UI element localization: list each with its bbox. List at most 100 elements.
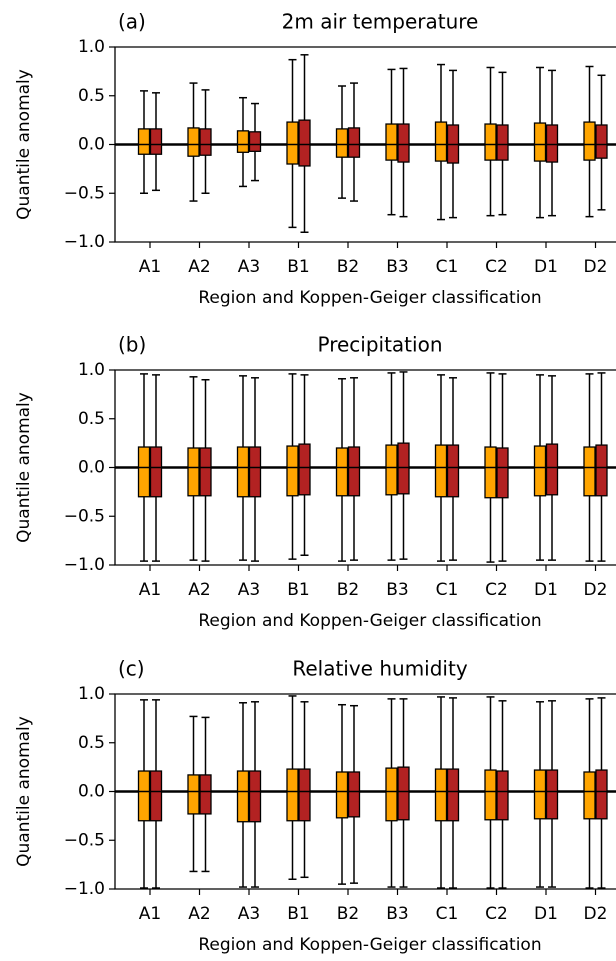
box [236,446,250,498]
y-tick-label: 1.0 [78,360,105,380]
box [397,442,410,495]
axes-frame [114,369,616,566]
box [446,768,460,822]
y-tick-label: 0.0 [78,458,105,478]
box [434,768,448,822]
x-tick-label: B1 [287,257,309,277]
box [286,768,299,822]
box [533,445,547,497]
box [533,122,547,162]
y-tick-label: −1.0 [64,879,105,899]
box [496,124,509,161]
y-tick-label: 0.5 [78,409,105,429]
x-tick-label: A2 [188,257,210,277]
x-tick-label: A2 [188,904,210,924]
panel: (a) 2m air temperature Quantile anomaly Reg… [14,10,616,308]
box [149,128,163,155]
box [199,774,212,815]
box [236,130,250,153]
box [583,121,596,161]
x-tick-label: D1 [534,257,558,277]
box [385,123,398,161]
axes-frame [114,693,616,890]
y-tick-label: 1.0 [78,684,105,704]
panel-label: (c) [118,657,145,681]
box [187,447,200,497]
box [347,127,361,158]
panel: (c) Relative humidity Quantile anomaly Regi… [14,657,616,955]
y-tick-label: −1.0 [64,555,105,575]
x-tick-label: A1 [139,904,161,924]
box [385,444,398,496]
box [248,770,262,823]
box [397,123,410,163]
x-tick-label: C2 [485,904,508,924]
box [199,447,212,497]
box [187,127,200,157]
x-tick-label: D2 [584,580,608,600]
x-tick-label: D2 [584,257,608,277]
box [248,131,262,152]
box [298,768,311,822]
box [434,444,448,498]
x-tick-label: A3 [238,904,260,924]
x-tick-label: C1 [436,580,459,600]
x-axis-label: Region and Koppen-Geiger classification [198,611,541,631]
box [236,770,250,823]
box [286,445,299,497]
box [397,766,410,821]
box [298,119,311,167]
y-tick-label: −0.5 [64,830,105,850]
x-tick-label: B2 [337,580,359,600]
x-tick-label: D2 [584,904,608,924]
y-tick-label: 1.0 [78,37,105,57]
panel-label: (a) [118,10,146,34]
box [347,771,361,818]
box [545,769,559,820]
panel: (b) Precipitation Quantile anomaly Region a… [14,333,616,631]
box [137,128,151,155]
box [484,769,497,821]
panel-title: Relative humidity [292,657,467,681]
box [347,446,361,497]
x-tick-label: D1 [534,904,558,924]
box [545,443,559,496]
box [137,446,151,498]
y-axis-label: Quantile anomaly [14,392,34,543]
box [298,443,311,496]
y-tick-label: −0.5 [64,183,105,203]
box [286,121,299,165]
box [434,121,448,162]
box [335,447,349,497]
x-tick-label: B1 [287,580,309,600]
panel-label: (b) [118,333,146,357]
box [248,446,262,498]
y-tick-label: 0.0 [78,135,105,155]
x-tick-label: C1 [436,257,459,277]
y-tick-label: −0.5 [64,506,105,526]
x-tick-label: B3 [386,904,408,924]
y-tick-label: 0.5 [78,733,105,753]
x-tick-label: B3 [386,580,408,600]
axes-frame [114,46,616,243]
x-axis-label: Region and Koppen-Geiger classification [198,288,541,308]
box [484,446,497,499]
x-tick-label: B1 [287,904,309,924]
panel-title: 2m air temperature [282,10,479,34]
box [595,124,608,159]
x-tick-label: A2 [188,580,210,600]
x-tick-label: B2 [337,904,359,924]
box [484,123,497,161]
x-tick-label: A1 [139,257,161,277]
box [199,128,212,156]
box [595,444,608,497]
y-axis-label: Quantile anomaly [14,716,34,867]
box [595,769,608,820]
box [496,447,509,499]
x-tick-label: C2 [485,580,508,600]
y-tick-label: −1.0 [64,232,105,252]
box [149,770,163,822]
box [385,767,398,822]
x-tick-label: B2 [337,257,359,277]
